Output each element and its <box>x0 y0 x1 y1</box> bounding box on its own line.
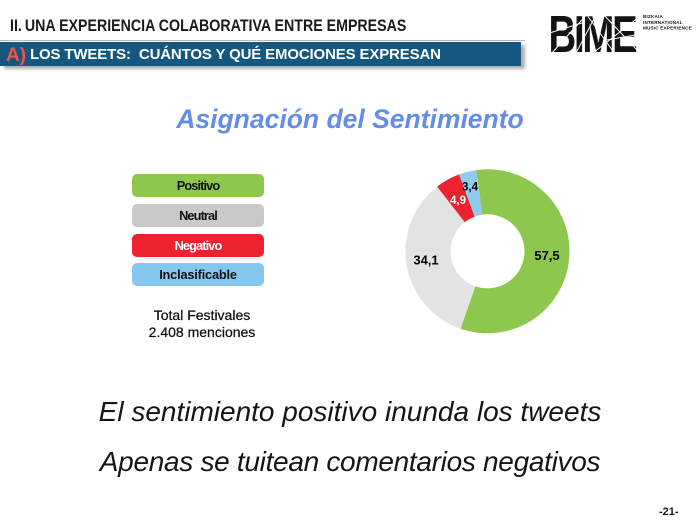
svg-text:3,4: 3,4 <box>462 181 479 193</box>
svg-text:4,9: 4,9 <box>450 195 466 207</box>
svg-text:57,5: 57,5 <box>534 248 559 263</box>
svg-text:34,1: 34,1 <box>413 253 438 268</box>
svg-text:MUSIC EXPERIENCE: MUSIC EXPERIENCE <box>643 26 692 31</box>
svg-text:INTERNATIONAL: INTERNATIONAL <box>643 20 683 25</box>
svg-text:BIZKAIA: BIZKAIA <box>643 14 664 19</box>
svg-text:BIME: BIME <box>549 9 637 57</box>
